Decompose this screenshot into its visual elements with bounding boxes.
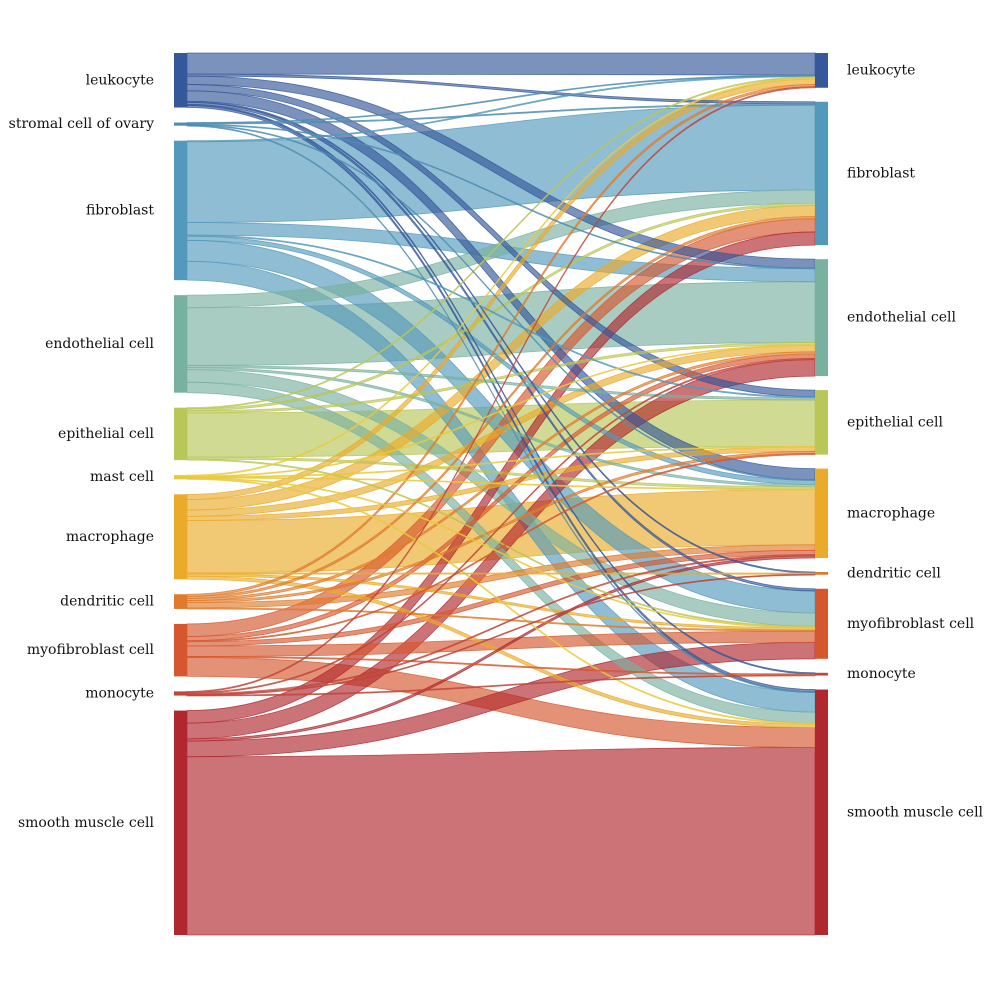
flow-smooth-to-myofibroblast	[186, 641, 816, 758]
flow-smooth-to-macrophage	[186, 555, 816, 742]
left-label-dendritic: dendritic cell	[60, 594, 154, 610]
right-label-dendritic: dendritic cell	[847, 565, 941, 581]
right-label-endothelial: endothelial cell	[847, 310, 956, 326]
left-label-epithelial: epithelial cell	[58, 426, 154, 442]
left-label-stromal: stromal cell of ovary	[9, 116, 154, 132]
left-label-monocyte: monocyte	[85, 685, 154, 701]
right-node-dendritic	[815, 571, 828, 575]
left-label-leukocyte: leukocyte	[86, 72, 154, 88]
flow-myofibroblast-to-epithelial	[186, 453, 816, 643]
left-label-smooth: smooth muscle cell	[18, 815, 155, 831]
right-node-myofibroblast	[815, 588, 828, 659]
right-node-endothelial	[815, 259, 828, 377]
nodes-layer	[174, 53, 828, 935]
right-label-epithelial: epithelial cell	[847, 414, 943, 430]
left-node-monocyte	[174, 691, 187, 696]
left-node-myofibroblast	[174, 623, 187, 677]
flows-layer	[186, 52, 816, 936]
left-node-smooth	[174, 710, 187, 935]
flow-monocyte-to-dendritic	[186, 573, 816, 696]
right-label-leukocyte: leukocyte	[847, 62, 915, 78]
left-label-macrophage: macrophage	[66, 529, 154, 545]
labels-layer: leukocyte stromal cell of ovary fibroblast…	[9, 62, 984, 830]
left-node-fibroblast	[174, 140, 187, 281]
right-label-myofibroblast: myofibroblast cell	[847, 616, 975, 632]
left-label-myofibroblast: myofibroblast cell	[27, 642, 155, 658]
right-label-macrophage: macrophage	[847, 505, 935, 521]
left-node-stromal	[174, 122, 187, 126]
left-node-epithelial	[174, 407, 187, 461]
flow-leukocyte-to-leukocyte	[186, 52, 816, 76]
left-node-endothelial	[174, 295, 187, 393]
flow-macrophage-to-dendritic	[186, 572, 816, 575]
right-node-monocyte	[815, 672, 828, 676]
left-node-dendritic	[174, 594, 187, 609]
right-node-leukocyte	[815, 53, 828, 88]
left-label-endothelial: endothelial cell	[45, 336, 154, 352]
right-label-smooth: smooth muscle cell	[847, 804, 984, 820]
right-node-epithelial	[815, 390, 828, 455]
left-label-mast: mast cell	[90, 469, 154, 485]
left-node-mast	[174, 475, 187, 480]
left-node-macrophage	[174, 494, 187, 580]
flow-monocyte-to-monocyte	[186, 674, 816, 697]
left-label-fibroblast: fibroblast	[86, 202, 154, 218]
right-node-fibroblast	[815, 101, 828, 246]
right-label-monocyte: monocyte	[847, 666, 916, 682]
flow-monocyte-to-leukocyte	[186, 86, 816, 693]
right-node-smooth	[815, 689, 828, 935]
right-label-fibroblast: fibroblast	[847, 165, 915, 181]
flow-smooth-to-smooth	[186, 747, 816, 936]
left-node-leukocyte	[174, 53, 187, 108]
right-node-macrophage	[815, 468, 828, 558]
